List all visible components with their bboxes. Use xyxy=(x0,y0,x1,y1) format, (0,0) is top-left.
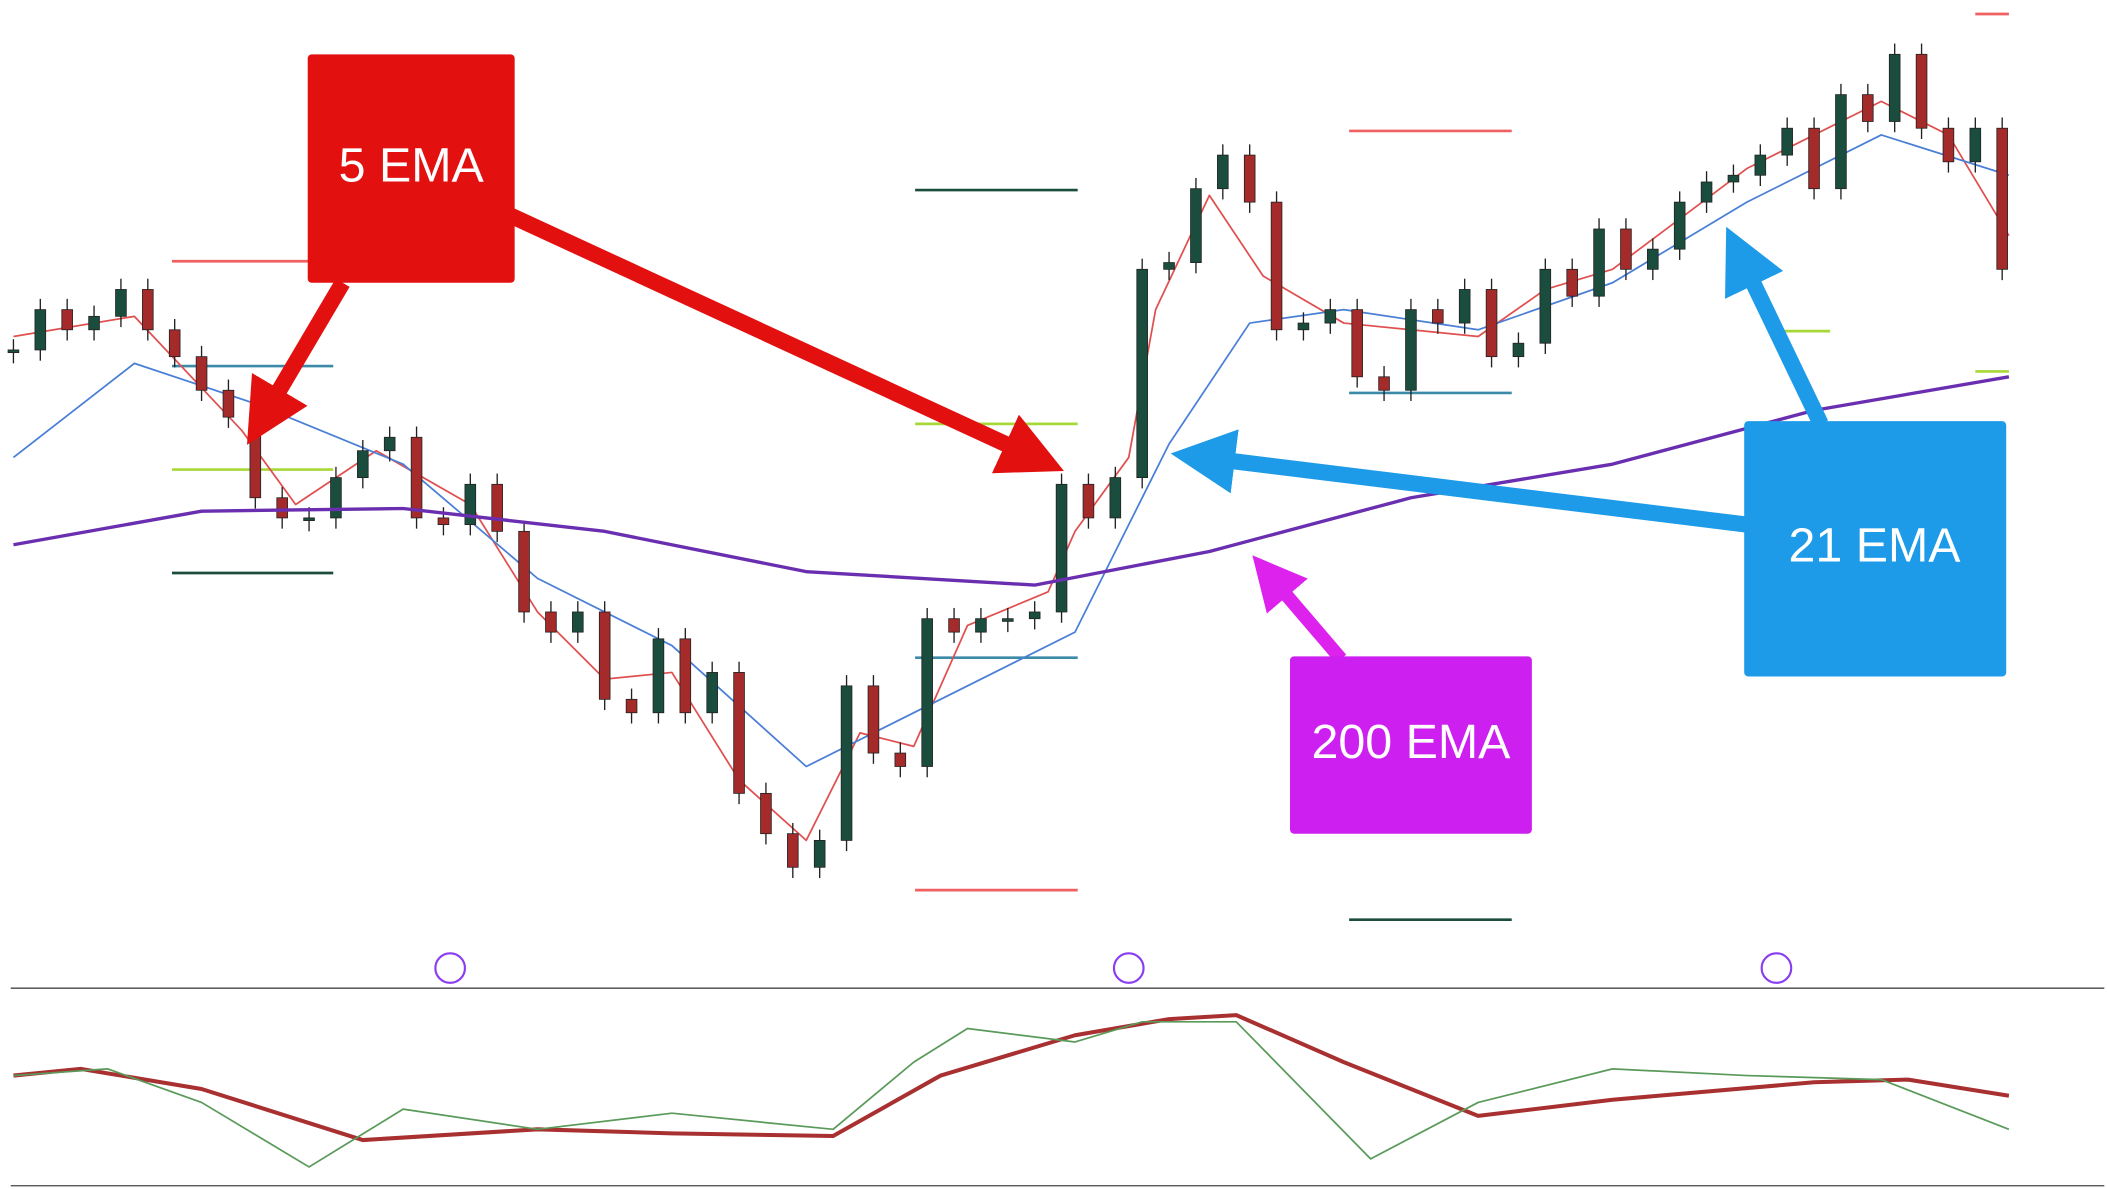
candle xyxy=(1808,127,1820,190)
candle xyxy=(142,289,154,331)
candle xyxy=(625,698,638,714)
candle xyxy=(1028,611,1041,620)
candle xyxy=(330,477,342,519)
candle xyxy=(168,329,181,358)
marks xyxy=(7,43,2010,1168)
candle xyxy=(518,530,530,613)
candle xyxy=(1862,94,1874,122)
candle xyxy=(1835,94,1847,190)
candle xyxy=(1539,268,1552,344)
annotations: 5 EMA 21 EMA 200 EMA xyxy=(246,54,2007,834)
candle xyxy=(894,752,907,767)
candle xyxy=(1512,342,1525,358)
candle xyxy=(1969,127,1982,163)
candle xyxy=(464,483,477,526)
candle xyxy=(706,672,718,714)
label: 21 EMA xyxy=(1789,519,1962,573)
candle xyxy=(1163,262,1175,270)
candle xyxy=(572,611,584,633)
candle xyxy=(222,389,235,418)
line-series xyxy=(13,375,2010,587)
candle xyxy=(1781,127,1793,156)
candle xyxy=(195,356,208,391)
event-icon xyxy=(434,952,467,984)
candle xyxy=(1566,268,1578,297)
candle xyxy=(1190,188,1202,263)
candle xyxy=(975,618,987,633)
candle xyxy=(948,618,960,633)
candle xyxy=(1351,309,1363,378)
candle xyxy=(276,497,288,519)
candle xyxy=(1405,309,1417,391)
label: 200 EMA xyxy=(1311,715,1511,769)
arrow xyxy=(507,208,1064,474)
candle xyxy=(1324,309,1337,324)
candle xyxy=(1673,201,1686,250)
candle xyxy=(1942,127,1955,163)
candle xyxy=(545,611,557,633)
candle xyxy=(357,450,369,478)
candle xyxy=(1485,289,1498,358)
label-box xyxy=(1290,656,1532,834)
candle xyxy=(1888,53,1901,122)
candle xyxy=(1243,154,1256,203)
candle xyxy=(1109,477,1122,519)
candle xyxy=(115,289,127,317)
candle xyxy=(34,309,47,351)
candle xyxy=(1647,248,1659,270)
label-box xyxy=(307,54,515,283)
arrow xyxy=(246,278,350,445)
candle xyxy=(598,611,611,700)
candle xyxy=(652,638,665,714)
label-box xyxy=(1744,421,2007,677)
event-icons xyxy=(434,952,1793,984)
candle xyxy=(1620,228,1632,270)
arrow xyxy=(1725,226,1829,428)
candle xyxy=(787,833,799,868)
candle xyxy=(867,685,880,754)
candle xyxy=(1082,483,1095,519)
candle xyxy=(1727,174,1740,183)
arrow xyxy=(1252,555,1347,664)
candle xyxy=(249,416,262,499)
candle xyxy=(1915,53,1928,129)
candle xyxy=(1996,127,2008,270)
arrow xyxy=(1170,429,1748,533)
line-series xyxy=(13,1020,2010,1168)
candle xyxy=(61,309,73,331)
label: 5 EMA xyxy=(339,138,485,192)
candle xyxy=(921,618,933,767)
candle xyxy=(383,436,396,452)
candle xyxy=(1136,268,1148,478)
line-series xyxy=(13,1013,2010,1143)
candle xyxy=(1754,154,1767,176)
candle xyxy=(679,638,692,714)
candle xyxy=(437,517,450,526)
candle xyxy=(813,840,826,868)
candle xyxy=(1378,376,1390,391)
candle xyxy=(1055,483,1068,613)
event-icon xyxy=(1760,952,1793,984)
candle xyxy=(1217,154,1229,190)
candle xyxy=(410,436,423,519)
candle xyxy=(1270,201,1283,331)
candle xyxy=(7,349,20,354)
candle xyxy=(1002,618,1014,622)
candle xyxy=(1432,309,1444,324)
candle xyxy=(88,315,100,331)
candle xyxy=(733,672,745,794)
candle xyxy=(303,517,315,521)
candle xyxy=(1700,181,1713,203)
candle xyxy=(760,792,772,835)
candle xyxy=(1458,289,1471,324)
candle xyxy=(1297,322,1310,331)
event-icon xyxy=(1112,952,1145,984)
candle xyxy=(1593,228,1605,297)
candle xyxy=(840,685,853,841)
candle xyxy=(491,483,503,532)
